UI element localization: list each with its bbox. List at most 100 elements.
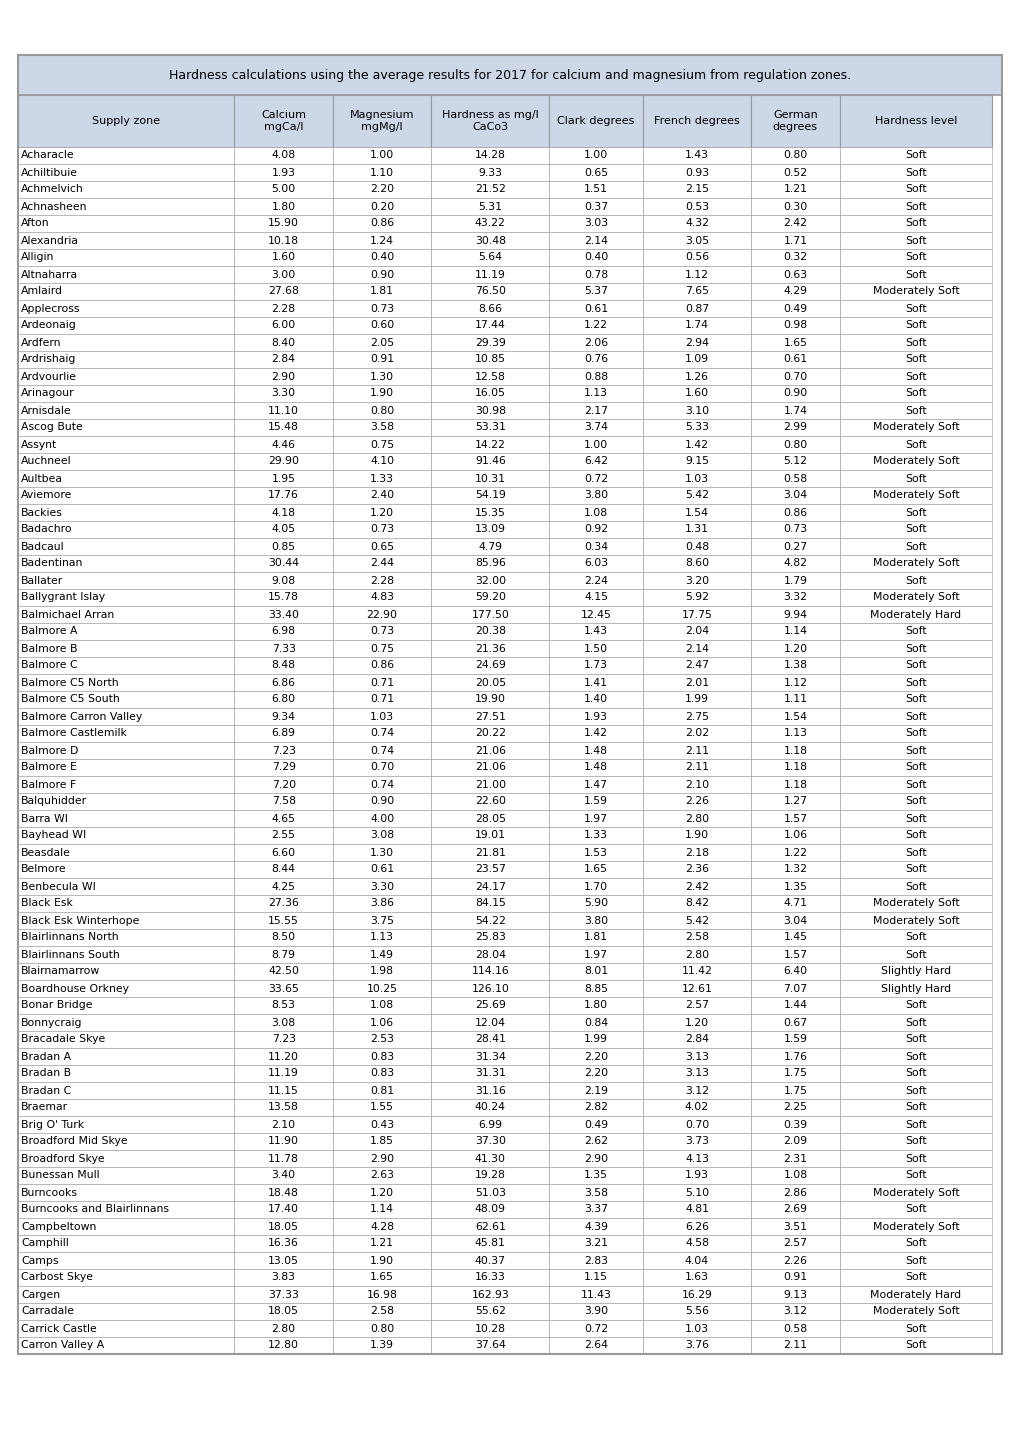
Text: 1.03: 1.03 [370,711,393,721]
Text: Soft: Soft [904,440,926,450]
Text: 4.02: 4.02 [684,1103,708,1112]
Bar [234,572,332,588]
Text: Black Esk: Black Esk [21,898,72,908]
Bar [549,793,642,810]
Text: Hardness calculations using the average results for 2017 for calcium and magnesi: Hardness calculations using the average … [169,69,850,82]
Text: 14.28: 14.28 [475,150,505,160]
Bar [18,555,234,572]
Bar [431,963,549,981]
Bar [431,878,549,895]
Text: 1.20: 1.20 [370,508,393,518]
Text: 1.14: 1.14 [783,626,807,636]
Text: 0.90: 0.90 [783,388,807,398]
Bar [839,1269,991,1286]
Text: 2.31: 2.31 [783,1154,807,1164]
Text: 2.14: 2.14 [685,643,708,653]
Bar [750,538,839,555]
Text: Moderately Soft: Moderately Soft [871,916,958,926]
Text: 1.33: 1.33 [584,831,607,841]
Bar [332,521,431,538]
Bar [431,725,549,743]
Text: 8.53: 8.53 [271,1001,296,1011]
Text: 15.90: 15.90 [268,219,299,228]
Bar [234,300,332,317]
Text: 7.65: 7.65 [685,287,708,297]
Text: 2.42: 2.42 [783,219,807,228]
Text: 1.44: 1.44 [783,1001,807,1011]
Text: 54.19: 54.19 [475,490,505,500]
Text: 30.98: 30.98 [475,405,505,415]
Bar [839,453,991,470]
Bar [549,283,642,300]
Bar [18,1066,234,1082]
Text: 0.40: 0.40 [584,252,607,262]
Text: 2.80: 2.80 [271,1324,296,1334]
Bar [642,946,750,963]
Text: Ardvourlie: Ardvourlie [21,372,76,382]
Bar [332,1218,431,1234]
Text: 3.05: 3.05 [684,235,708,245]
Text: 48.09: 48.09 [475,1204,505,1214]
Bar [234,147,332,164]
Bar [549,453,642,470]
Bar [839,606,991,623]
Text: 0.53: 0.53 [684,202,708,212]
Bar [642,164,750,182]
Bar [18,911,234,929]
Bar [18,265,234,283]
Text: 3.90: 3.90 [584,1306,607,1317]
Text: Balmichael Arran: Balmichael Arran [21,610,114,620]
Bar [839,758,991,776]
Bar [839,385,991,402]
Text: 1.54: 1.54 [783,711,807,721]
Text: 1.57: 1.57 [783,813,807,823]
Bar [18,1269,234,1286]
Bar [549,435,642,453]
Text: Badentinan: Badentinan [21,558,84,568]
Text: 4.46: 4.46 [271,440,296,450]
Bar [642,708,750,725]
Text: 5.92: 5.92 [685,593,708,603]
Bar [750,844,839,861]
Text: Soft: Soft [904,949,926,959]
Bar [750,606,839,623]
Bar [839,198,991,215]
Bar [332,623,431,640]
Text: 1.09: 1.09 [684,355,708,365]
Bar [750,385,839,402]
Text: 1.90: 1.90 [684,831,708,841]
Text: 11.10: 11.10 [268,405,299,415]
Text: 1.24: 1.24 [370,235,393,245]
Text: Soft: Soft [904,660,926,671]
Text: Balmore A: Balmore A [21,626,77,636]
Bar [18,963,234,981]
Text: 1.80: 1.80 [271,202,296,212]
Text: 1.99: 1.99 [584,1034,607,1044]
Text: 0.71: 0.71 [370,678,393,688]
Bar [18,572,234,588]
Text: 16.05: 16.05 [475,388,505,398]
Bar [332,1167,431,1184]
Text: Balmore D: Balmore D [21,746,78,756]
Bar [549,1252,642,1269]
Text: Soft: Soft [904,1018,926,1028]
Text: 27.36: 27.36 [268,898,299,908]
Text: 20.05: 20.05 [474,678,505,688]
Text: 4.25: 4.25 [271,881,296,891]
Bar [750,1048,839,1066]
Text: 28.05: 28.05 [475,813,505,823]
Text: 19.01: 19.01 [475,831,505,841]
Bar [839,265,991,283]
Text: 3.86: 3.86 [370,898,393,908]
Text: Backies: Backies [21,508,63,518]
Bar [431,420,549,435]
Bar [18,861,234,878]
Bar [332,164,431,182]
Text: Clark degrees: Clark degrees [556,115,634,125]
Bar [750,95,839,147]
Bar [549,810,642,828]
Bar [18,420,234,435]
Text: Soft: Soft [904,933,926,943]
Text: Carradale: Carradale [21,1306,74,1317]
Bar [431,1252,549,1269]
